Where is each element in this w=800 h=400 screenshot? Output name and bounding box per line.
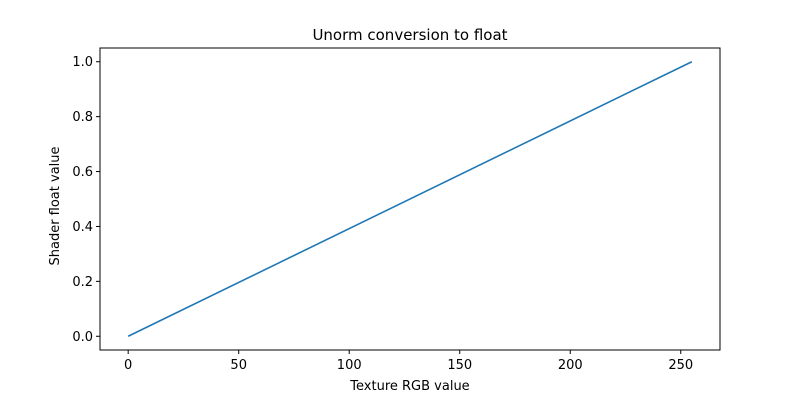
y-tick-label: 1.0	[72, 55, 93, 70]
x-tick-label: 150	[447, 358, 472, 373]
y-tick-label: 0.2	[72, 275, 93, 290]
y-tick-label: 0.8	[72, 110, 93, 125]
x-tick-label: 50	[230, 358, 247, 373]
y-tick-label: 0.4	[72, 220, 93, 235]
x-tick-label: 100	[337, 358, 362, 373]
y-tick-label: 0.0	[72, 330, 93, 345]
plot-frame	[99, 47, 721, 351]
chart-title: Unorm conversion to float	[312, 26, 507, 44]
x-tick-label: 200	[558, 358, 583, 373]
plot-area: 0 50 100 150 200 250 0.0 0.2 0.4 0.6 0.8 1.0	[72, 47, 721, 373]
x-tick-label: 250	[668, 358, 693, 373]
x-tick-label: 0	[124, 358, 132, 373]
y-tick-label: 0.6	[72, 165, 93, 180]
y-axis-label: Shader float value	[48, 146, 63, 265]
x-axis-label: Texture RGB value	[349, 379, 469, 394]
series-line	[127, 61, 693, 337]
